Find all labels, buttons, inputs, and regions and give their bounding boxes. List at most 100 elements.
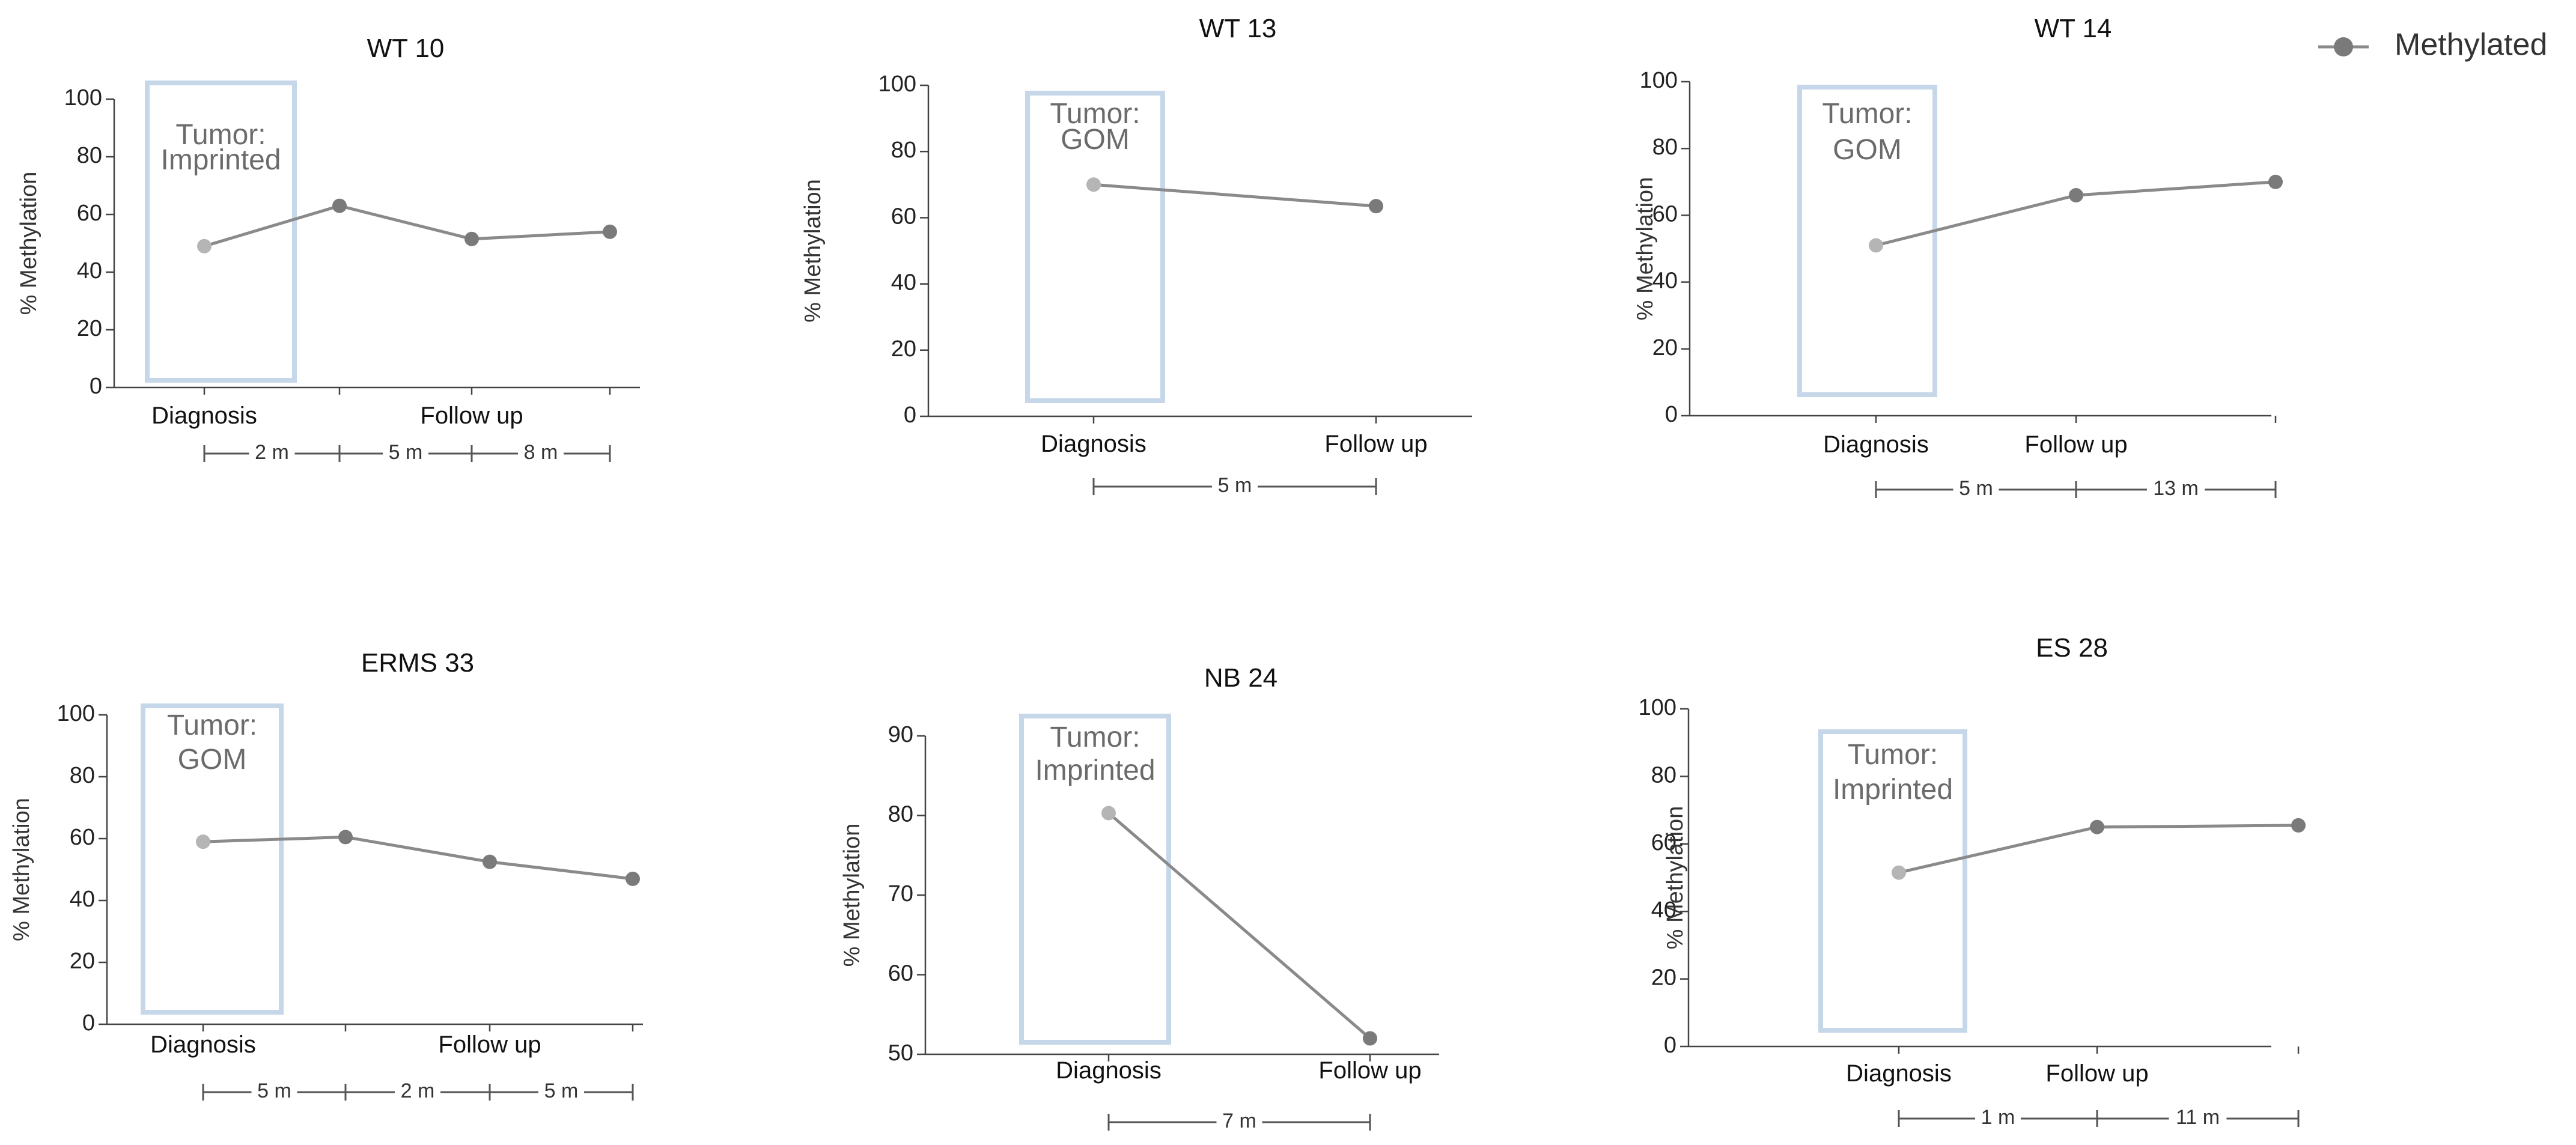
y-tick-label: 40 <box>1651 897 1676 923</box>
data-point <box>332 198 347 213</box>
y-tick-label: 40 <box>891 270 916 296</box>
data-point <box>197 238 212 254</box>
x-category-label: Diagnosis <box>1056 1057 1162 1084</box>
x-category-label: Diagnosis <box>1846 1060 1952 1087</box>
data-point <box>464 231 479 246</box>
chart-panel: WT 14 Tumor: GOM 0 20 40 60 80 100 % Methylation D… <box>1633 14 2283 503</box>
tumor-label: Tumor: <box>1050 98 1140 130</box>
timeline-label-bg <box>1212 473 1258 500</box>
data-point <box>626 871 640 886</box>
timeline-label-bg <box>2169 1105 2227 1132</box>
tumor-label: Imprinted <box>1833 774 1953 806</box>
series-line-methylated <box>202 835 633 881</box>
y-tick-label: 60 <box>1651 830 1676 855</box>
data-point <box>2069 188 2083 203</box>
chart-title: WT 13 <box>1199 14 1277 43</box>
legend: Methylated <box>2318 28 2547 62</box>
x-category-label: Follow up <box>438 1031 541 1058</box>
legend-label: Methylated <box>2395 28 2547 62</box>
y-tick-label: 0 <box>90 374 102 399</box>
y-tick-label: 20 <box>891 336 916 362</box>
x-category-label: Follow up <box>2024 431 2127 458</box>
tumor-label: Tumor: <box>1050 721 1140 753</box>
data-point <box>2268 174 2283 189</box>
timeline-interval-label: 5 m <box>389 441 423 464</box>
timeline-label-bg <box>2147 476 2205 503</box>
series-line-methylated <box>1107 812 1371 1040</box>
x-category-label: Diagnosis <box>1823 431 1929 458</box>
timeline-interval-label: 5 m <box>257 1080 291 1102</box>
data-point <box>1101 806 1116 821</box>
x-category-label: Diagnosis <box>150 1031 256 1058</box>
chart-panel: ES 28 Tumor:Imprinted 0 20 40 60 80 100 % Methyl… <box>1639 633 2306 1132</box>
y-tick-label: 100 <box>878 71 916 97</box>
data-point <box>1363 1031 1377 1046</box>
y-tick-label: 20 <box>1652 335 1678 360</box>
y-tick-label: 40 <box>70 887 95 912</box>
x-category-label: Follow up <box>2045 1060 2148 1087</box>
y-tick-label: 20 <box>77 316 102 341</box>
tumor-label: Tumor: <box>1822 98 1912 130</box>
tumor-label: GOM <box>1061 124 1130 156</box>
series-line-methylated <box>1093 183 1377 208</box>
y-tick-label: 40 <box>1652 269 1678 294</box>
timeline-interval-label: 11 m <box>2176 1106 2220 1129</box>
timeline-interval-label: 7 m <box>1222 1110 1256 1132</box>
timeline-label-bg <box>1953 476 1999 503</box>
tumor-box <box>1025 91 1165 403</box>
x-category-label: Follow up <box>1324 431 1427 457</box>
y-axis-label: % Methylation <box>839 824 865 967</box>
y-tick-label: 90 <box>888 722 913 747</box>
y-axis-label: % Methylation <box>800 179 826 323</box>
chart-panel: WT 13 Tumor:GOM 0 20 40 60 80 100 % Methylation D… <box>800 14 1472 500</box>
data-point <box>338 830 353 845</box>
y-tick-label: 0 <box>904 402 916 428</box>
timeline-interval-label: 2 m <box>401 1080 435 1102</box>
y-tick-label: 60 <box>1652 201 1678 226</box>
series-line-methylated <box>204 204 611 248</box>
y-tick-label: 0 <box>1665 402 1678 427</box>
data-point <box>1892 865 1906 880</box>
timeline-label-bg <box>251 1079 297 1105</box>
y-tick-label: 100 <box>1640 68 1678 93</box>
chart-title: NB 24 <box>1204 663 1277 693</box>
timeline-interval-label: 5 m <box>1218 474 1252 497</box>
data-point <box>1086 177 1101 192</box>
y-axis-label: % Methylation <box>1663 806 1688 950</box>
y-tick-label: 70 <box>888 881 913 907</box>
timeline-interval-label: 13 m <box>2153 477 2199 500</box>
chart-panel: NB 24 Tumor:Imprinted 50 60 70 80 90 % Methylat… <box>839 663 1439 1135</box>
timeline-label-bg <box>1975 1105 2021 1132</box>
timeline-interval-label: 5 m <box>544 1080 579 1102</box>
y-tick-label: 0 <box>82 1010 95 1036</box>
y-tick-label: 80 <box>1651 762 1676 788</box>
chart-title: WT 14 <box>2035 14 2112 43</box>
timeline-label-bg <box>249 440 295 467</box>
tumor-label: Imprinted <box>160 144 281 176</box>
y-tick-label: 60 <box>888 961 913 986</box>
tumor-label: Tumor: <box>1848 739 1938 771</box>
y-tick-label: 60 <box>70 825 95 850</box>
timeline-interval-label: 5 m <box>1959 477 1993 500</box>
x-category-label: Diagnosis <box>151 402 257 429</box>
x-category-label: Diagnosis <box>1041 431 1146 457</box>
y-tick-label: 60 <box>891 204 916 229</box>
tumor-label: Tumor: <box>175 119 266 151</box>
y-tick-label: 100 <box>57 701 95 726</box>
data-point <box>1869 238 1883 253</box>
y-tick-label: 40 <box>77 258 102 284</box>
y-tick-label: 50 <box>888 1040 913 1066</box>
tumor-label: GOM <box>1833 134 1902 166</box>
data-point <box>483 854 497 869</box>
tumor-label: GOM <box>178 744 247 776</box>
y-tick-label: 0 <box>1664 1033 1676 1058</box>
timeline-label-bg <box>538 1079 584 1105</box>
y-tick-label: 80 <box>77 143 102 168</box>
y-tick-label: 80 <box>70 763 95 788</box>
timeline-interval-label: 1 m <box>1981 1106 2015 1129</box>
timeline-label-bg <box>395 1079 440 1105</box>
y-tick-label: 20 <box>70 949 95 974</box>
tumor-box <box>145 80 297 383</box>
data-point <box>2291 818 2306 833</box>
